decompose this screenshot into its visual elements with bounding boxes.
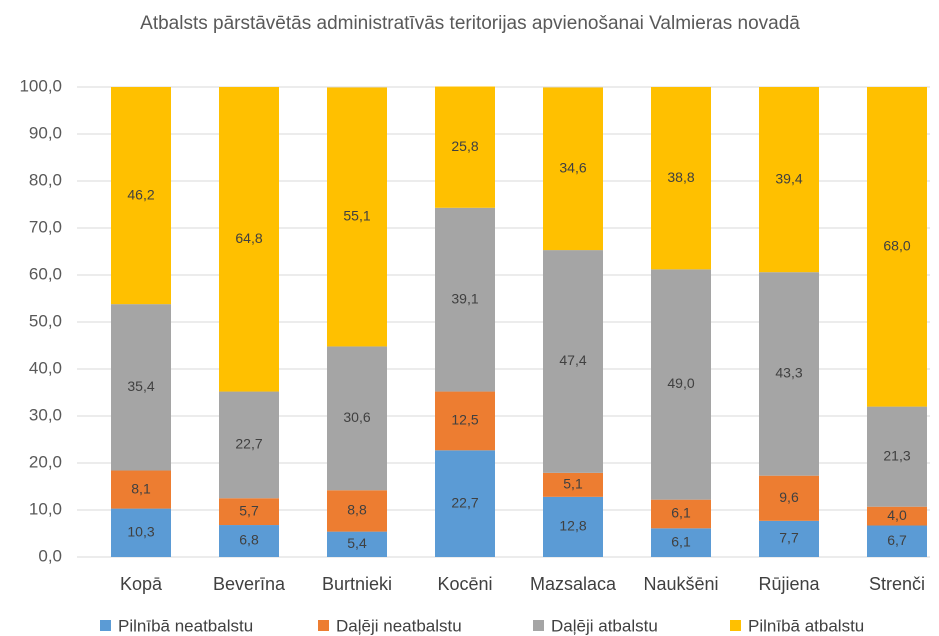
bar-segment — [111, 304, 171, 471]
data-label: 10,3 — [127, 523, 154, 539]
data-label: 38,8 — [667, 169, 694, 185]
data-label: 12,5 — [451, 412, 478, 428]
y-tick-label: 40,0 — [29, 358, 62, 377]
bar-segment — [327, 490, 387, 532]
legend-label: Pilnībā neatbalstu — [118, 616, 253, 635]
y-tick-label: 0,0 — [38, 546, 62, 565]
data-label: 46,2 — [127, 186, 154, 202]
y-tick-label: 30,0 — [29, 405, 62, 424]
bar-segment — [435, 86, 495, 208]
x-tick-label: Strenči — [869, 574, 925, 594]
data-label: 43,3 — [775, 365, 802, 381]
bar-segment — [543, 472, 603, 497]
x-tick-label: Mazsalaca — [530, 574, 617, 594]
x-tick-label: Kopā — [120, 574, 163, 594]
y-tick-label: 100,0 — [19, 76, 62, 95]
data-label: 68,0 — [883, 238, 910, 254]
y-tick-label: 50,0 — [29, 311, 62, 330]
data-label: 6,1 — [671, 533, 691, 549]
bar-segment — [759, 475, 819, 521]
data-label: 55,1 — [343, 208, 370, 224]
legend-label: Daļēji neatbalstu — [336, 616, 462, 635]
bar-segment — [651, 528, 711, 557]
bar-segment — [651, 87, 711, 270]
data-label: 49,0 — [667, 375, 694, 391]
data-label: 7,7 — [779, 530, 799, 546]
x-tick-label: Beverīna — [213, 574, 286, 594]
data-label: 5,7 — [239, 502, 259, 518]
data-label: 8,1 — [131, 480, 151, 496]
bar-segment — [111, 470, 171, 509]
data-label: 30,6 — [343, 409, 370, 425]
bar-segment — [219, 87, 279, 392]
data-label: 47,4 — [559, 352, 586, 368]
data-label: 8,8 — [347, 502, 367, 518]
bar-segment — [759, 272, 819, 476]
bar-segment — [327, 87, 387, 347]
legend-swatch — [533, 620, 544, 631]
bar-segment — [435, 391, 495, 451]
data-label: 5,4 — [347, 535, 367, 551]
bar-segment — [867, 87, 927, 407]
bar-segment — [327, 346, 387, 491]
data-label: 12,8 — [559, 518, 586, 534]
legend-swatch — [730, 620, 741, 631]
x-tick-label: Rūjiena — [758, 574, 820, 594]
bar-segment — [543, 496, 603, 557]
bar-segment — [867, 525, 927, 557]
data-label: 22,7 — [235, 436, 262, 452]
bar-segment — [867, 506, 927, 526]
legend-label: Daļēji atbalstu — [551, 616, 658, 635]
data-label: 64,8 — [235, 230, 262, 246]
data-label: 5,1 — [563, 476, 583, 492]
data-label: 34,6 — [559, 159, 586, 175]
bar-segment — [111, 87, 171, 305]
bar-segment — [543, 250, 603, 473]
bar-segment — [219, 525, 279, 557]
x-tick-label: Kocēni — [437, 574, 492, 594]
bar-segment — [867, 406, 927, 507]
data-label: 35,4 — [127, 378, 154, 394]
x-tick-label: Burtnieki — [322, 574, 392, 594]
bar-segment — [651, 269, 711, 500]
bar-segment — [219, 498, 279, 526]
bar-segment — [219, 391, 279, 499]
bar-segment — [111, 508, 171, 557]
y-tick-label: 80,0 — [29, 170, 62, 189]
data-label: 6,1 — [671, 505, 691, 521]
legend-label: Pilnībā atbalstu — [748, 616, 864, 635]
legend-swatch — [100, 620, 111, 631]
bar-segment — [435, 450, 495, 557]
data-label: 9,6 — [779, 489, 799, 505]
y-tick-label: 60,0 — [29, 264, 62, 283]
bar-segment — [759, 87, 819, 273]
y-tick-label: 70,0 — [29, 217, 62, 236]
chart-title: Atbalsts pārstāvētās administratīvās ter… — [140, 13, 800, 34]
bar-segment — [651, 499, 711, 529]
bar-segment — [435, 207, 495, 392]
bar-segment — [759, 520, 819, 557]
data-label: 6,8 — [239, 532, 259, 548]
data-label: 4,0 — [887, 507, 907, 523]
bar-segment — [543, 87, 603, 251]
data-label: 21,3 — [883, 447, 910, 463]
y-tick-label: 10,0 — [29, 499, 62, 518]
data-label: 25,8 — [451, 138, 478, 154]
data-label: 6,7 — [887, 532, 907, 548]
data-label: 22,7 — [451, 494, 478, 510]
data-label: 39,4 — [775, 170, 802, 186]
x-tick-label: Naukšēni — [643, 574, 718, 594]
legend-swatch — [318, 620, 329, 631]
y-tick-label: 20,0 — [29, 452, 62, 471]
y-tick-label: 90,0 — [29, 123, 62, 142]
bar-segment — [327, 531, 387, 557]
data-label: 39,1 — [451, 290, 478, 306]
